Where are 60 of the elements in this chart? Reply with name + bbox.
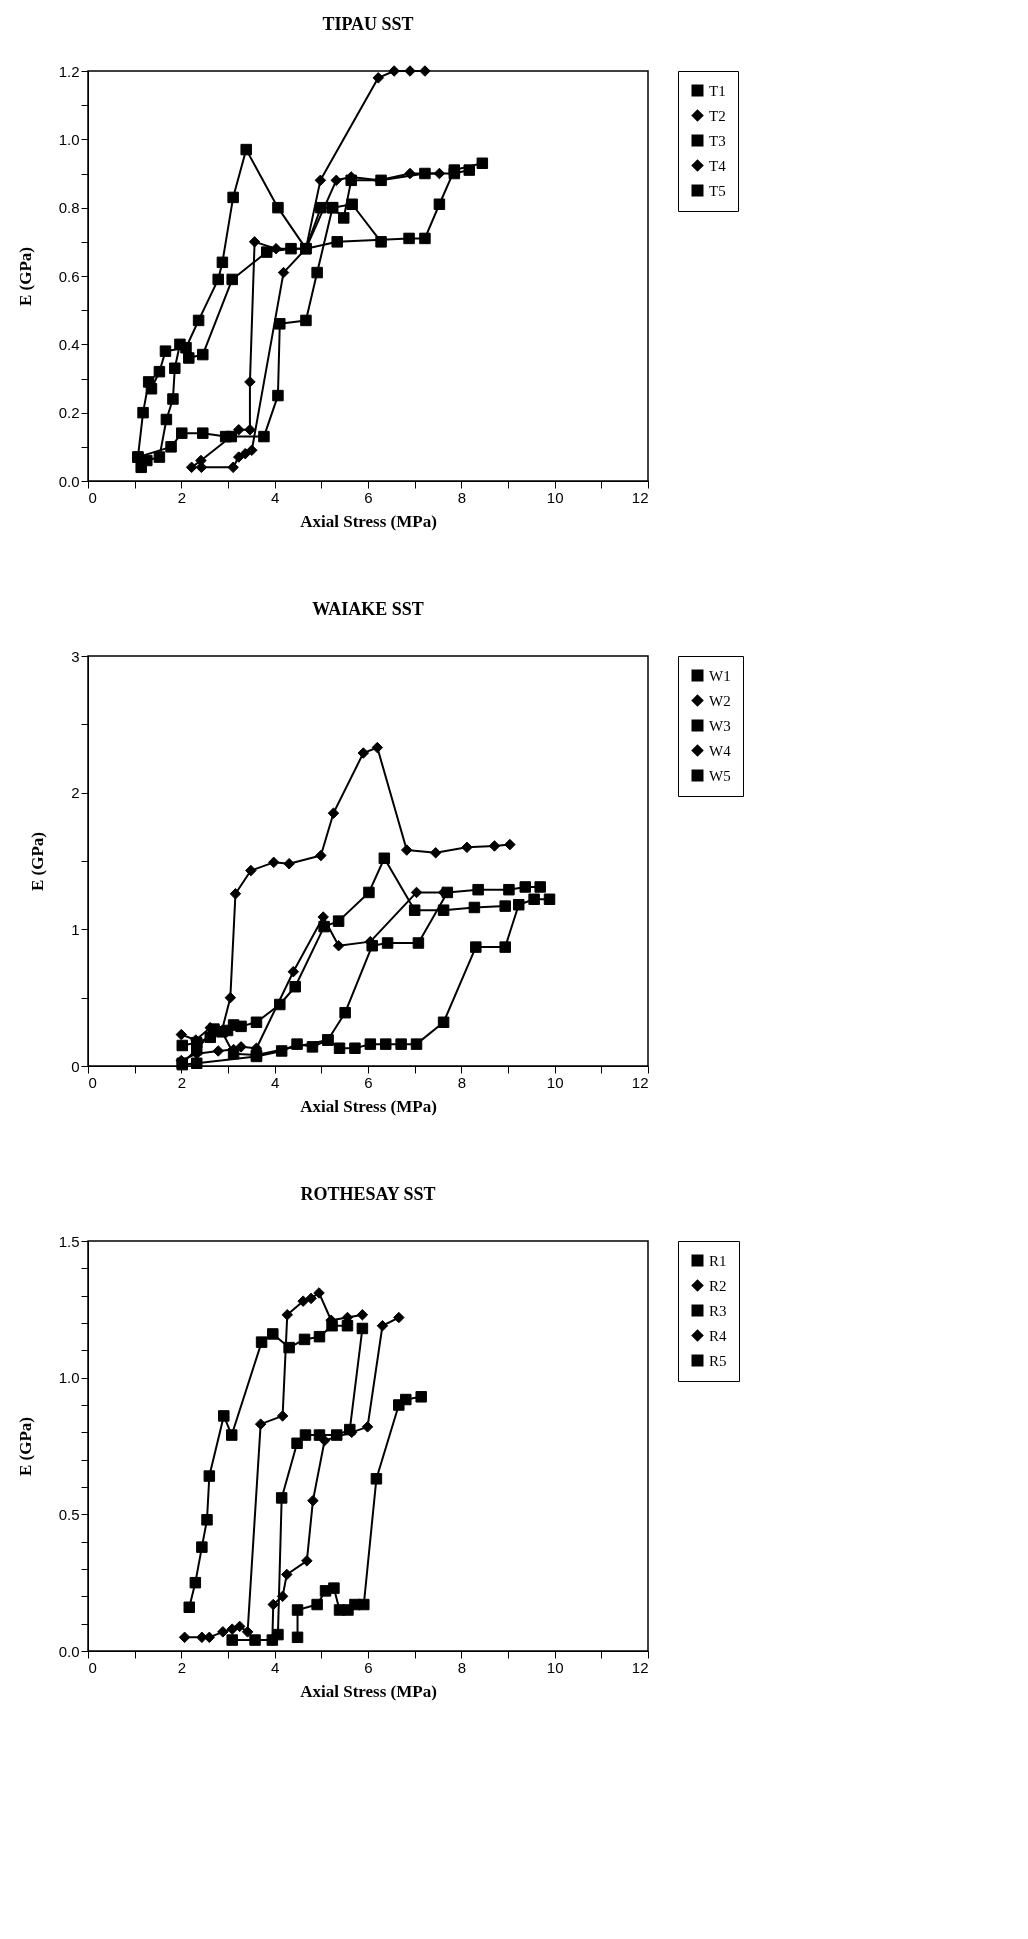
y-tick-label: 0.5 [58,1505,80,1523]
y-tick-label: 0.4 [58,335,80,353]
legend-label: R4 [709,1327,727,1344]
y-tick-label: 0.0 [58,1642,80,1660]
x-tick-label: 10 [546,1073,564,1091]
y-tick-label: 1.0 [58,130,80,148]
legend-label: T4 [709,157,727,174]
y-tick-label: 1.0 [58,1369,80,1387]
x-tick-label: 2 [177,1658,187,1676]
legend-label: R2 [709,1277,727,1294]
x-tick-label: 8 [457,1658,467,1676]
x-tick-label: 6 [364,488,373,506]
legend-label: W2 [709,692,731,709]
y-tick-label: 1.2 [58,62,80,80]
y-tick-label: 0.8 [58,199,80,217]
chart-title: TIPAU SST [322,13,414,34]
x-axis-title: Axial Stress (MPa) [300,1096,437,1116]
x-tick-label: 6 [364,1658,373,1676]
y-tick-label: 0.6 [58,267,80,285]
x-tick-label: 12 [631,488,649,506]
x-tick-label: 2 [177,1073,187,1091]
legend-label: R1 [709,1252,727,1269]
x-axis-title: Axial Stress (MPa) [300,511,437,531]
x-tick-label: 6 [364,1073,373,1091]
y-tick-label: 0 [71,1057,80,1075]
x-tick-label: 10 [546,1658,564,1676]
x-tick-label: 4 [270,1073,280,1091]
legend-label: R3 [709,1302,727,1319]
legend-label: W3 [709,717,731,734]
y-tick-label: 0.2 [58,404,80,422]
x-tick-label: 0 [88,488,97,506]
x-axis-title: Axial Stress (MPa) [300,1681,437,1701]
x-tick-label: 12 [631,1073,649,1091]
y-tick-label: 2 [71,784,80,802]
y-tick-label: 1.5 [58,1232,80,1250]
x-tick-label: 8 [457,488,467,506]
legend-label: R5 [709,1352,727,1369]
y-axis-title: E (GPa) [15,1416,35,1477]
x-tick-label: 0 [88,1073,97,1091]
x-tick-label: 4 [270,488,280,506]
legend-label: T2 [709,107,726,124]
legend-label: T5 [709,182,726,199]
chart-title: ROTHESAY SST [300,1184,436,1204]
legend-label: W1 [709,667,731,684]
y-tick-label: 1 [71,920,80,938]
x-tick-label: 10 [546,488,564,506]
y-tick-label: 0.0 [58,472,80,490]
legend-label: T1 [709,82,726,99]
x-tick-label: 2 [177,488,187,506]
x-tick-label: 8 [457,1073,467,1091]
legend-label: W5 [709,767,731,784]
legend-label: T3 [709,132,726,149]
y-tick-label: 3 [71,647,80,665]
y-axis-title: E (GPa) [28,831,48,892]
x-tick-label: 4 [270,1658,280,1676]
x-tick-label: 0 [88,1658,97,1676]
x-tick-label: 12 [631,1658,649,1676]
chart-title: WAIAKE SST [312,599,424,619]
y-axis-title: E (GPa) [15,246,35,307]
legend-label: W4 [709,742,732,759]
